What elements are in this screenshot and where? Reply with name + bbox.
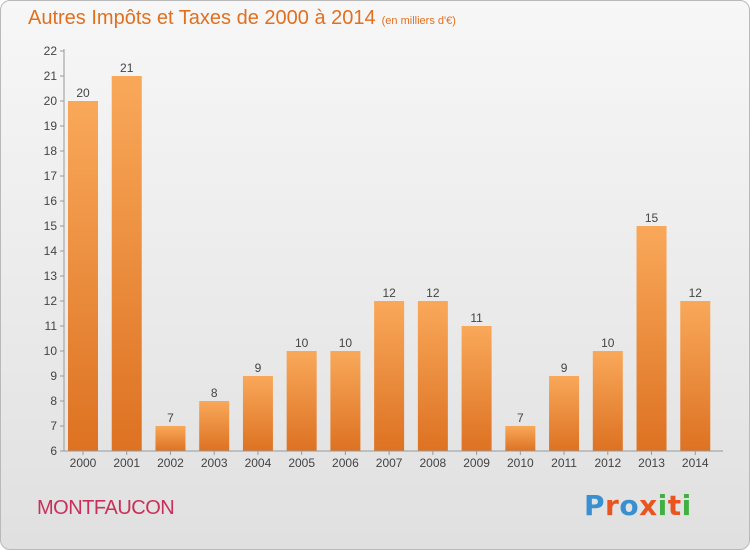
y-tick-label: 11 [45,319,58,333]
bar-2002 [155,426,186,451]
x-tick-label: 2014 [682,456,709,470]
bar-value-label: 12 [426,286,440,300]
y-axis: 6 7 8 9 10 11 12 13 14 15 16 17 18 19 20 21 22 [44,44,65,458]
y-tick-label: 12 [44,294,58,308]
x-axis: 2000 2001 2002 2003 2004 2005 2006 2007 2008 2009… [64,450,723,470]
y-tick-label: 19 [44,119,58,133]
x-tick-label: 2013 [638,456,665,470]
y-tick-label: 22 [44,44,58,58]
bar-2011 [549,376,580,451]
y-tick-label: 16 [44,194,58,208]
y-tick-label: 7 [50,419,57,433]
bar-2004 [242,376,273,451]
y-tick-label: 17 [44,169,58,183]
x-tick-label: 2004 [245,456,272,470]
bar-value-label: 11 [470,311,483,325]
bar-value-label: 10 [295,336,309,350]
x-tick-label: 2001 [113,456,140,470]
bar-2001 [111,76,142,451]
chart-header: Autres Impôts et Taxes de 2000 à 2014 (en… [28,7,456,30]
bar-value-label: 9 [561,361,568,375]
logo-letter: r [605,489,620,522]
proxiti-logo: Proxiti [584,489,692,522]
bar-value-label: 9 [255,361,262,375]
y-tick-label: 15 [44,219,58,233]
place-name: MONTFAUCON [37,497,175,519]
bar-value-label: 7 [517,411,524,425]
x-tick-label: 2007 [376,456,403,470]
x-tick-label: 2003 [201,456,228,470]
x-tick-label: 2002 [157,456,184,470]
y-tick-label: 14 [44,244,58,258]
x-tick-label: 2011 [551,456,577,470]
bar-2008 [417,301,448,451]
logo-letter: i [681,489,692,522]
logo-letter: t [667,489,682,522]
y-tick-label: 8 [50,394,57,408]
y-tick-label: 10 [44,344,58,358]
logo-letter: P [584,489,606,522]
x-tick-label: 2010 [507,456,534,470]
x-tick-label: 2006 [332,456,359,470]
chart-subtitle: (en milliers d'€) [381,15,456,27]
bar-value-label: 7 [167,411,174,425]
logo-letter: x [639,489,658,522]
bar-2006 [330,351,361,451]
x-tick-label: 2012 [594,456,621,470]
bar-value-label: 12 [382,286,396,300]
bar-2003 [199,401,230,451]
bars: 20 21 7 8 9 10 10 12 12 11 7 9 10 15 12 [68,61,711,451]
bar-2009 [461,326,492,451]
chart-title: Autres Impôts et Taxes de 2000 à 2014 [28,7,376,29]
bar-value-label: 20 [76,86,90,100]
bar-value-label: 8 [211,386,218,400]
bar-value-label: 10 [601,336,615,350]
x-tick-label: 2000 [70,456,97,470]
y-tick-label: 18 [44,144,58,158]
bar-value-label: 15 [645,211,659,225]
y-tick-label: 21 [44,69,58,83]
x-tick-label: 2009 [463,456,490,470]
y-tick-label: 13 [44,269,58,283]
bar-2014 [680,301,711,451]
logo-letter: o [619,489,640,522]
x-tick-label: 2005 [288,456,315,470]
bar-2005 [286,351,317,451]
bar-2007 [374,301,405,451]
logo-letter: i [657,489,668,522]
bar-2012 [592,351,623,451]
bar-2010 [505,426,536,451]
bar-2013 [636,226,667,451]
y-tick-label: 20 [44,94,58,108]
bar-2000 [68,101,98,451]
x-tick-label: 2008 [420,456,447,470]
bar-value-label: 10 [339,336,353,350]
bar-value-label: 12 [689,286,703,300]
bar-value-label: 21 [120,61,134,75]
y-tick-label: 6 [50,444,57,458]
y-tick-label: 9 [50,369,57,383]
